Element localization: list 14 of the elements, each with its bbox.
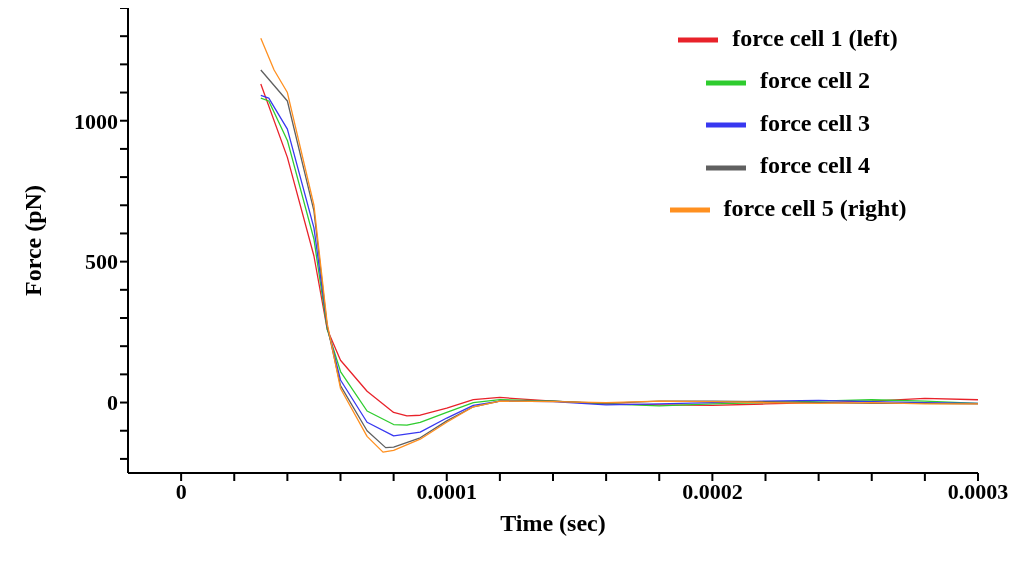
legend-label: force cell 1 (left) — [732, 25, 898, 51]
x-axis-title: Time (sec) — [500, 510, 606, 536]
y-tick-label: 0 — [107, 390, 118, 416]
x-tick-label: 0.0001 — [416, 478, 477, 504]
y-tick-label: 500 — [85, 249, 118, 275]
y-tick-label: 1000 — [74, 108, 118, 134]
x-tick-label: 0 — [175, 478, 187, 504]
legend-label: force cell 5 (right) — [723, 194, 907, 221]
legend-label: force cell 3 — [759, 109, 871, 136]
x-tick-label: 0.0002 — [682, 478, 743, 504]
y-axis-title: Force (pN) — [19, 185, 46, 296]
x-tick-label: 0.0003 — [947, 478, 1009, 504]
legend-label: force cell 4 — [759, 152, 871, 179]
legend-label: force cell 2 — [759, 67, 871, 94]
